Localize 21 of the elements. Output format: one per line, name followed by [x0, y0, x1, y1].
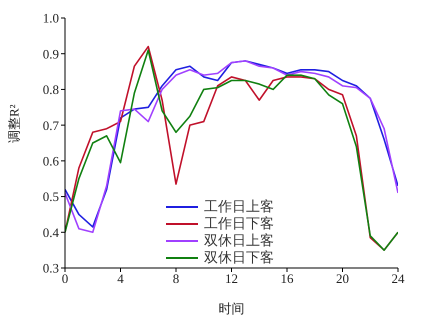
y-tick-label: 0.5 — [42, 189, 59, 204]
x-tick-label: 12 — [225, 271, 238, 286]
legend-label: 工作日下客 — [204, 215, 274, 232]
y-axis-title: 调整R² — [6, 104, 22, 143]
y-tick-label: 0.4 — [42, 224, 60, 240]
x-tick-label: 16 — [280, 271, 294, 286]
y-tick-label: 0.8 — [42, 82, 59, 98]
x-tick-label: 20 — [336, 271, 349, 286]
legend-label: 双休日下客 — [204, 249, 274, 266]
y-tick-label: 0.9 — [42, 46, 59, 62]
x-tick-label: 0 — [62, 271, 68, 286]
x-tick-label: 8 — [172, 271, 180, 286]
legend-label: 工作日上客 — [204, 198, 274, 216]
x-tick-label: 4 — [117, 271, 124, 286]
y-tick-label: 0.6 — [42, 153, 60, 168]
y-tick-label: 0.3 — [42, 260, 59, 276]
y-tick-label: 1.0 — [42, 10, 59, 26]
x-axis-title: 时间 — [218, 301, 244, 316]
y-tick-label: 0.7 — [42, 118, 60, 133]
legend-label: 双休日上客 — [204, 232, 274, 250]
x-tick-label: 24 — [392, 271, 405, 286]
